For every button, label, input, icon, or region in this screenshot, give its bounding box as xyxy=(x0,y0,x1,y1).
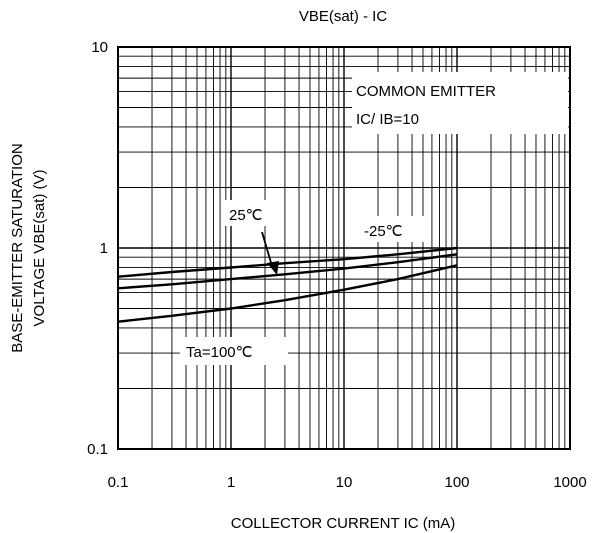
x-axis-label: COLLECTOR CURRENT IC (mA) xyxy=(231,515,455,532)
label-ta-100c: Ta=100℃ xyxy=(186,344,252,361)
plot-frame xyxy=(117,46,571,450)
series-line xyxy=(117,246,458,278)
arrow-25c-line xyxy=(261,231,273,267)
label-minus-25c: -25℃ xyxy=(364,223,403,240)
y-tick-label: 1 xyxy=(100,240,108,257)
x-tick-label: 1000 xyxy=(553,474,586,491)
chart-series xyxy=(117,246,458,323)
y-tick-label: 10 xyxy=(91,39,108,56)
label-25-box xyxy=(222,200,280,226)
series-line xyxy=(117,253,458,290)
chart-title: VBE(sat) - IC xyxy=(299,8,388,25)
condition-ic-ib-ratio: IC/ IB=10 xyxy=(356,111,419,128)
arrow-25c-head xyxy=(267,261,279,275)
condition-common-emitter: COMMON EMITTER xyxy=(356,83,496,100)
y-axis-label-line2: VOLTAGE VBE(sat) (V) xyxy=(31,170,48,327)
label-m25-box xyxy=(360,216,424,242)
series-line xyxy=(117,264,458,323)
x-tick-label: 10 xyxy=(336,474,353,491)
x-tick-label: 0.1 xyxy=(108,474,129,491)
y-axis-label-line1: BASE-EMITTER SATURATION xyxy=(9,143,26,352)
x-tick-label: 1 xyxy=(227,474,235,491)
condition-box xyxy=(352,72,568,134)
tick-labels: 0.1 1 10 100 1000 0.1 1 10 xyxy=(87,39,587,491)
x-tick-label: 100 xyxy=(444,474,469,491)
y-tick-label: 0.1 xyxy=(87,441,108,458)
label-25c: 25℃ xyxy=(229,207,263,224)
label-100-box xyxy=(180,337,288,365)
